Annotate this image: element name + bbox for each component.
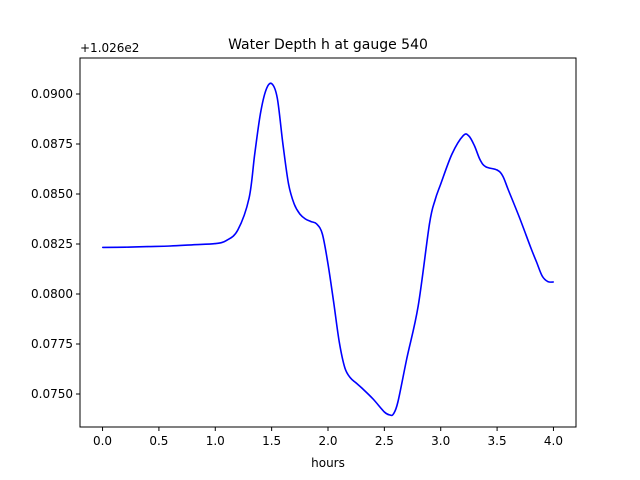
chart-title: Water Depth h at gauge 540: [228, 37, 428, 53]
data-point: [147, 246, 149, 248]
x-tick-label: 3.5: [488, 434, 507, 448]
x-tick-label: 2.0: [318, 434, 337, 448]
data-point: [316, 223, 318, 225]
data-point: [299, 213, 301, 215]
x-tick-label: 2.5: [375, 434, 394, 448]
data-point: [327, 263, 329, 265]
data-point: [237, 229, 239, 231]
data-point: [428, 223, 431, 225]
data-point: [485, 166, 487, 168]
data-point: [451, 153, 453, 155]
y-tick-label: 0.0825: [31, 237, 73, 251]
data-point: [389, 414, 391, 416]
data-point: [333, 301, 335, 303]
y-tick-label: 0.0875: [31, 137, 73, 151]
data-point: [473, 145, 476, 147]
data-point: [349, 377, 352, 379]
data-point: [417, 305, 419, 307]
data-point: [344, 367, 346, 369]
data-point: [372, 398, 374, 400]
data-point: [271, 83, 273, 85]
data-point: [248, 197, 250, 199]
x-tick-label: 0.0: [93, 434, 112, 448]
data-point: [530, 247, 532, 249]
y-tick-label: 0.0900: [31, 87, 73, 101]
data-point: [321, 233, 323, 235]
x-tick-label: 0.5: [149, 434, 168, 448]
data-point: [304, 218, 307, 220]
data-point: [287, 183, 290, 185]
plot-area: [80, 58, 576, 427]
y-tick-label: 0.0750: [31, 387, 73, 401]
x-tick-label: 1.0: [206, 434, 225, 448]
data-point: [361, 387, 363, 389]
data-point: [259, 113, 261, 115]
data-point: [479, 159, 481, 161]
data-point: [265, 89, 267, 91]
data-point: [392, 413, 394, 415]
data-point: [440, 183, 442, 185]
data-point: [282, 143, 284, 145]
data-point: [310, 221, 312, 223]
y-axis: 0.0750 0.0775 0.0800 0.0825 0.0850 0.0875 0.09…: [31, 87, 80, 401]
x-tick-label: 1.5: [262, 434, 281, 448]
data-point: [519, 217, 521, 219]
data-point: [101, 246, 104, 248]
data-point: [462, 135, 464, 137]
data-point: [225, 239, 228, 241]
data-point: [552, 281, 555, 283]
data-point: [355, 382, 357, 384]
y-tick-label: 0.0800: [31, 287, 73, 301]
y-tick-label: 0.0775: [31, 337, 73, 351]
data-point: [541, 275, 543, 277]
x-tick-label: 4.0: [544, 434, 563, 448]
data-point: [383, 411, 385, 413]
data-point: [397, 401, 399, 403]
x-axis: 0.0 0.5 1.0 1.5 2.0 2.5 3.0 3.5 4.0: [93, 427, 563, 448]
x-axis-label: hours: [311, 456, 345, 470]
data-point: [406, 357, 408, 359]
data-point: [507, 189, 509, 191]
y-tick-label: 0.0850: [31, 187, 73, 201]
data-point: [192, 244, 194, 246]
data-point: [338, 341, 340, 343]
data-point: [547, 281, 549, 283]
data-point: [535, 261, 538, 263]
data-point: [434, 199, 436, 201]
data-point: [169, 245, 171, 247]
data-point: [496, 169, 498, 171]
data-point: [124, 246, 126, 248]
data-point: [254, 153, 256, 155]
x-tick-label: 3.0: [431, 434, 450, 448]
y-offset-label: +1.026e2: [80, 41, 139, 55]
data-point: [502, 175, 504, 177]
series-layer: [101, 82, 555, 417]
data-point: [293, 203, 295, 205]
data-point: [276, 97, 278, 99]
data-point: [214, 243, 216, 245]
data-point: [468, 135, 470, 137]
